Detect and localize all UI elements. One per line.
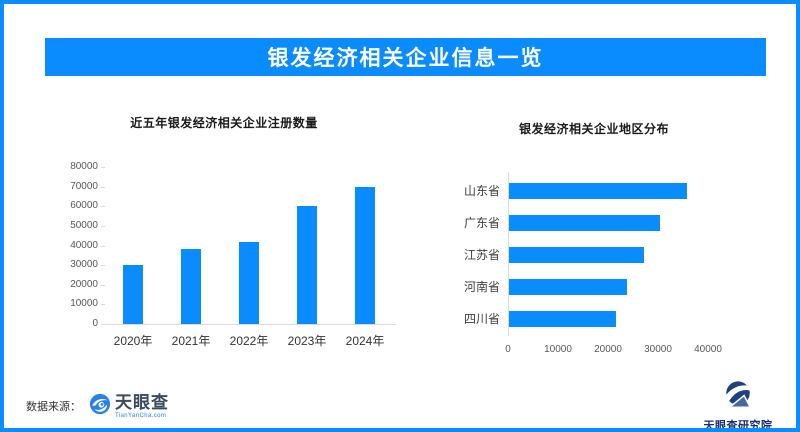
bar-江苏省 xyxy=(509,247,644,263)
y-axis-tick-label: 60000 xyxy=(70,200,98,212)
bar-2024年 xyxy=(355,186,375,324)
regions-chart-title: 银发经济相关企业地区分布 xyxy=(518,122,669,136)
y-axis-tick-label: 20000 xyxy=(70,278,98,290)
y-axis-tick-mark xyxy=(101,245,105,247)
y-axis-tick-label: 0 xyxy=(92,318,98,329)
y-axis-tick-mark xyxy=(101,206,105,208)
x-axis-tick-label: 30000 xyxy=(644,344,672,355)
x-axis-category-label: 2023年 xyxy=(287,334,327,348)
page-title: 银发经济相关企业信息一览 xyxy=(267,47,544,70)
y-axis-tick-mark xyxy=(101,304,105,306)
bar-广东省 xyxy=(509,215,660,231)
bar-四川省 xyxy=(509,311,616,327)
y-axis-tick-label: 10000 xyxy=(70,298,98,310)
data-source-row: 数据来源： 天眼查 TianYanCha.com xyxy=(26,392,169,420)
x-axis-tick-label: 0 xyxy=(505,344,511,355)
bar-2022年 xyxy=(239,241,259,324)
registrations-chart-title: 近五年银发经济相关企业注册数量 xyxy=(130,116,318,130)
y-axis-tick-mark xyxy=(101,167,105,168)
tianyancha-name: 天眼查 xyxy=(115,392,169,412)
y-axis-category-label: 河南省 xyxy=(463,280,500,294)
tianyancha-domain: TianYanCha.com xyxy=(115,412,167,419)
tianyancha-wordmark: 天眼查 TianYanCha.com xyxy=(115,394,169,419)
y-axis-tick-label: 80000 xyxy=(70,161,98,172)
regions-bar-chart: 山东省广东省江苏省河南省四川省 0 10000 20000 30000 40000 xyxy=(444,154,774,366)
y-axis-tick-mark xyxy=(101,225,105,227)
tianyancha-logo: 天眼查 TianYanCha.com xyxy=(89,393,169,420)
y-axis-tick-label: 70000 xyxy=(70,180,98,192)
bar-2021年 xyxy=(181,249,201,324)
tianyancha-eye-icon xyxy=(89,393,111,420)
bar-山东省 xyxy=(509,183,687,199)
x-axis-tick-label: 20000 xyxy=(594,344,622,355)
y-axis-line xyxy=(508,172,509,336)
x-axis-tick-label: 40000 xyxy=(694,344,722,355)
bar-2023年 xyxy=(297,206,317,324)
y-axis-category-label: 四川省 xyxy=(463,312,500,326)
x-axis-category-label: 2022年 xyxy=(229,334,269,348)
y-axis-category-label: 江苏省 xyxy=(463,248,500,262)
research-institute-logo: 天眼查研究院 xyxy=(700,380,776,432)
registrations-bar-chart: 0 10000 20000 30000 40000 50000 60000 70000 8000… xyxy=(64,154,409,354)
institute-badge-icon xyxy=(719,380,757,416)
y-axis-category-label: 广东省 xyxy=(463,216,500,230)
y-axis-tick-mark xyxy=(101,186,105,188)
y-axis-tick-label: 30000 xyxy=(70,259,98,271)
x-axis-category-label: 2024年 xyxy=(345,334,385,348)
x-axis-category-label: 2021年 xyxy=(171,334,211,348)
x-axis-baseline xyxy=(101,324,396,325)
y-axis-category-label: 山东省 xyxy=(463,184,500,198)
y-axis-tick-mark xyxy=(101,265,105,267)
x-axis-tick-label: 10000 xyxy=(544,344,572,355)
y-axis-tick-label: 50000 xyxy=(70,219,98,231)
data-source-label: 数据来源： xyxy=(26,401,81,413)
y-axis-tick-label: 40000 xyxy=(70,239,98,251)
y-axis-tick-mark xyxy=(101,284,105,286)
x-axis-category-label: 2020年 xyxy=(113,334,153,348)
bar-河南省 xyxy=(509,279,627,295)
page-title-banner: 银发经济相关企业信息一览 xyxy=(45,38,766,76)
institute-name: 天眼查研究院 xyxy=(703,420,773,432)
bar-2020年 xyxy=(123,265,143,324)
